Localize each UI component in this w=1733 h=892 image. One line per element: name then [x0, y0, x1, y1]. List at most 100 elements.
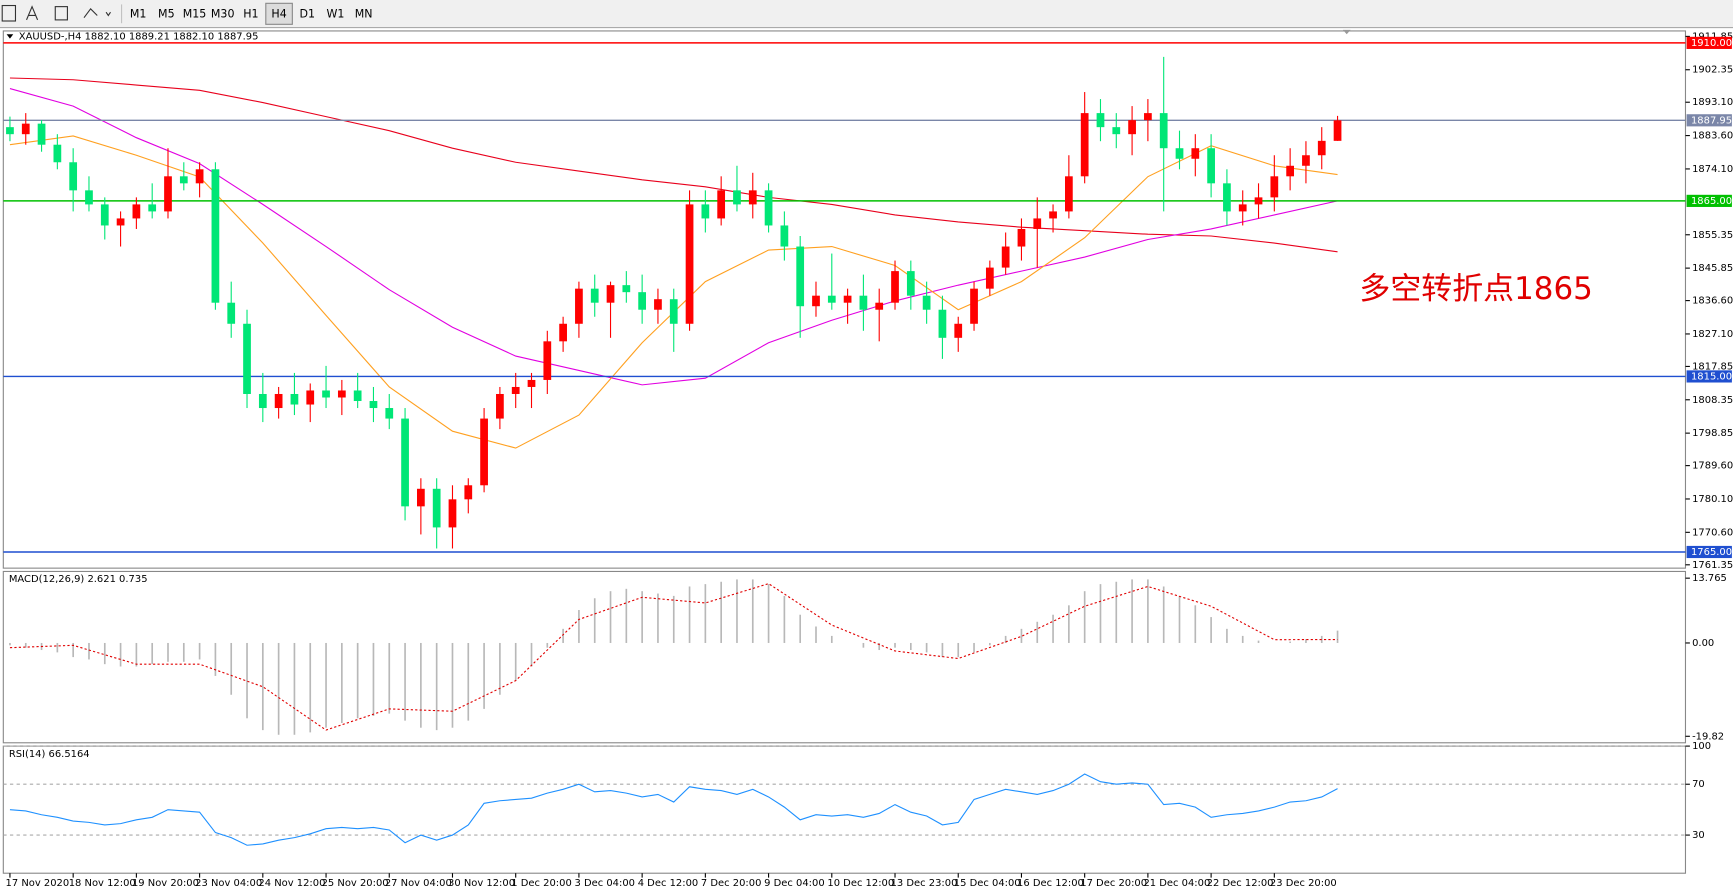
macd-title: MACD(12,26,9) 2.621 0.735: [9, 574, 148, 585]
timeframe-button[interactable]: [265, 2, 293, 25]
timeframe-label[interactable]: D1: [299, 7, 315, 20]
level-tag: [1686, 194, 1732, 207]
y-tick-label: 1808.35: [1692, 395, 1733, 406]
candle-body: [432, 488, 441, 528]
candle-body: [179, 176, 188, 184]
x-tick-label: 4 Dec 12:00: [638, 878, 699, 889]
y-tick-label: 1770.60: [1692, 527, 1733, 538]
candle-body: [6, 127, 14, 135]
candle-body: [922, 295, 931, 310]
candle-body: [780, 225, 789, 247]
level-label: 1887.95: [1691, 115, 1732, 126]
candle-body: [859, 295, 868, 310]
candle-body: [1317, 140, 1326, 156]
x-tick-label: 9 Dec 04:00: [764, 878, 825, 889]
candle-body: [85, 190, 93, 205]
candle-body: [1333, 120, 1342, 141]
candle-body: [717, 190, 726, 219]
x-tick-label: 22 Dec 12:00: [1207, 878, 1274, 889]
candle-body: [37, 123, 46, 145]
candle-body: [1033, 218, 1042, 229]
candle-body: [606, 285, 615, 303]
candle-body: [669, 299, 678, 324]
candle-body: [243, 323, 251, 394]
candle-body: [353, 390, 362, 402]
moving-average: [9, 87, 1338, 386]
x-tick-label: 17 Nov 2020: [6, 878, 70, 889]
candle-body: [1302, 155, 1310, 166]
level-label: 1815.00: [1691, 371, 1732, 382]
candle-body: [1238, 204, 1247, 212]
x-tick-label: 16 Dec 12:00: [1017, 878, 1084, 889]
candle-body: [337, 390, 346, 398]
candle-body: [227, 302, 236, 324]
x-tick-label: 24 Nov 12:00: [258, 878, 325, 889]
candle-body: [1175, 148, 1184, 159]
candle-body: [827, 295, 836, 303]
candle-body: [654, 299, 662, 310]
candle-body: [132, 204, 141, 219]
moving-average: [9, 77, 1338, 253]
timeframe-label[interactable]: M30: [211, 7, 235, 20]
collapse-marker: [6, 34, 14, 39]
candle-body: [1001, 246, 1010, 268]
level-tag: [1686, 545, 1732, 559]
y-tick-label: 1761.35: [1692, 560, 1733, 571]
y-tick-label: 30: [1692, 830, 1705, 841]
candle-body: [322, 390, 330, 398]
candle-body: [496, 393, 504, 419]
candle-body: [21, 123, 30, 135]
candle-body: [258, 393, 267, 409]
candle-body: [100, 204, 109, 226]
y-tick-label: 1789.60: [1692, 461, 1733, 472]
candle-body: [875, 302, 884, 310]
y-tick-label: 1902.35: [1692, 65, 1733, 76]
y-tick-label: 1836.60: [1692, 296, 1733, 307]
timeframe-label[interactable]: H4: [271, 7, 286, 20]
candle-body: [938, 309, 947, 338]
level-tag: [1686, 36, 1732, 49]
timeframe-label[interactable]: MN: [355, 7, 373, 20]
candle-body: [622, 285, 631, 293]
candle-body: [638, 292, 647, 310]
y-tick-label: 0.00: [1692, 638, 1714, 649]
candle-body: [69, 162, 78, 191]
plot: 1911.851902.351893.101883.601874.101855.…: [3, 31, 1733, 889]
level-tag: [1686, 370, 1732, 383]
chart-title: XAUUSD-,H4 1882.10 1889.21 1882.10 1887.…: [19, 31, 259, 42]
signal-line: [9, 583, 1338, 731]
y-tick-label: 100: [1692, 741, 1711, 752]
x-tick-label: 3 Dec 04:00: [574, 878, 635, 889]
rsi-line: [9, 773, 1338, 846]
x-tick-label: 18 Nov 12:00: [69, 878, 136, 889]
icon-label: [54, 6, 68, 21]
candle-body: [1064, 176, 1073, 212]
x-tick-label: 10 Dec 12:00: [827, 878, 894, 889]
candle-body: [559, 323, 567, 342]
candle-body: [543, 341, 552, 380]
candle-body: [369, 401, 378, 409]
candle-body: [211, 169, 220, 303]
timeframe-label[interactable]: M1: [130, 7, 147, 20]
candle-body: [985, 267, 994, 289]
candle-body: [306, 390, 315, 405]
candle-body: [274, 393, 283, 409]
candle-body: [448, 499, 457, 528]
candle-body: [1144, 113, 1152, 121]
toolbar-icons: [1, 4, 123, 24]
candle-body: [1270, 176, 1279, 198]
macd-panel: [2, 570, 1687, 744]
timeframe-label[interactable]: W1: [326, 7, 344, 20]
icon-text: [26, 5, 39, 21]
candle-body: [812, 295, 820, 307]
timeframe-label[interactable]: M5: [158, 7, 175, 20]
icon-grid: [1, 4, 17, 22]
rsi-title: RSI(14) 66.5164: [9, 749, 90, 760]
x-tick-label: 23 Nov 04:00: [195, 878, 262, 889]
timeframe-label[interactable]: H1: [243, 7, 258, 20]
timeframe-label[interactable]: M15: [183, 7, 207, 20]
candle-body: [401, 418, 409, 507]
candle-body: [511, 386, 520, 394]
y-tick-label: 1845.85: [1692, 263, 1733, 274]
